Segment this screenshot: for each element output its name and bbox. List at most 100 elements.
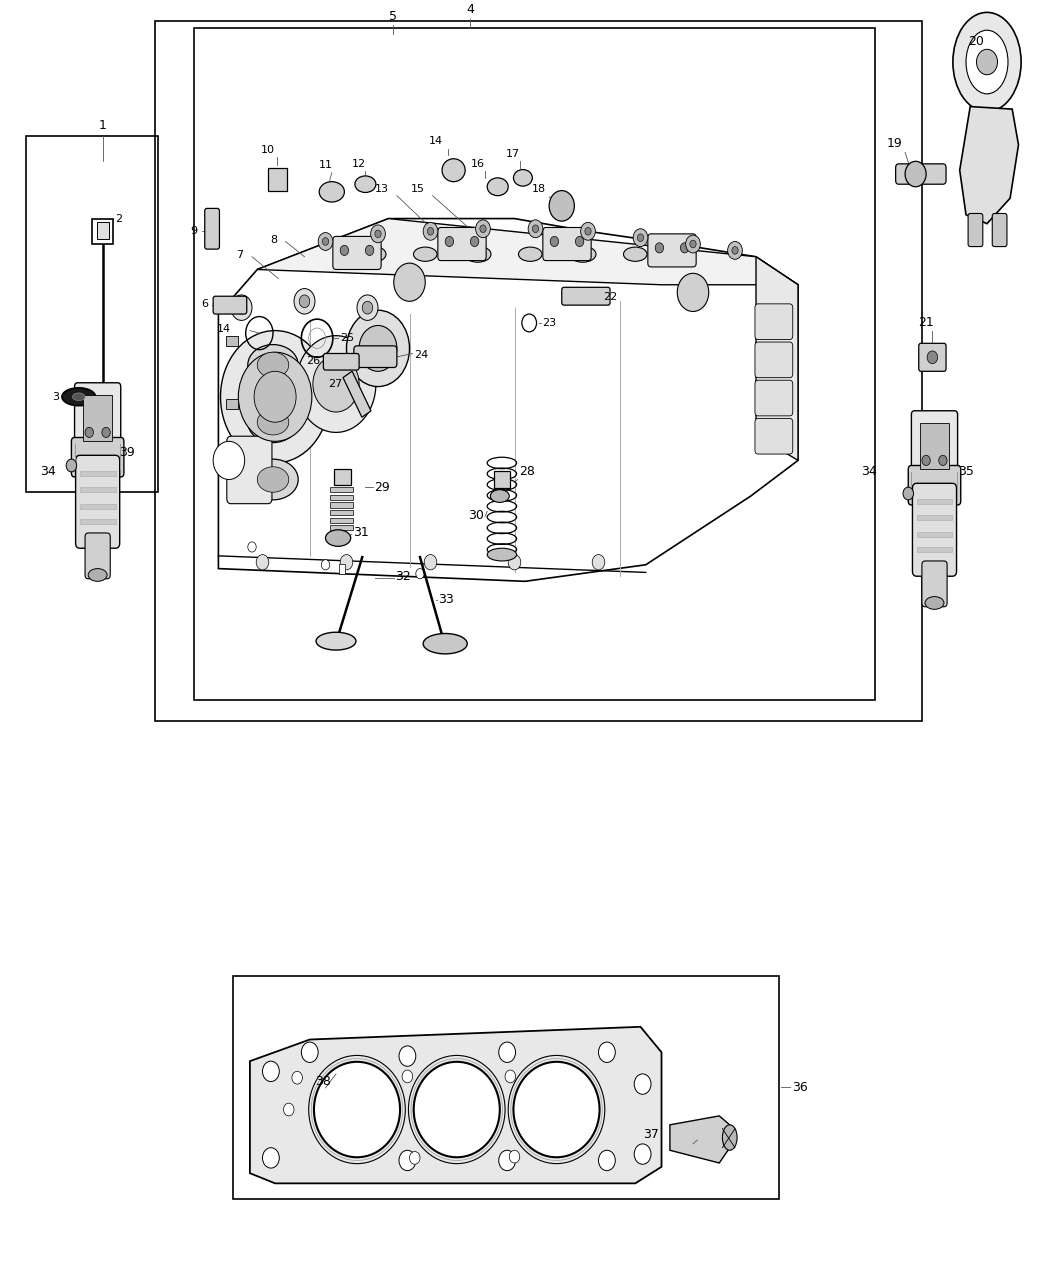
Circle shape [598,1150,615,1170]
Ellipse shape [257,352,289,377]
Text: 15: 15 [412,185,425,194]
Bar [80,519,116,524]
Ellipse shape [88,569,107,581]
Circle shape [340,245,349,255]
Circle shape [550,236,559,246]
FancyBboxPatch shape [354,346,397,367]
Bar [330,495,353,500]
Text: 37: 37 [643,1128,659,1141]
Bar [920,423,949,469]
FancyBboxPatch shape [755,303,793,339]
Circle shape [903,487,914,500]
Circle shape [299,295,310,307]
Circle shape [313,356,359,412]
Circle shape [927,351,938,363]
Bar [226,399,238,409]
Circle shape [236,301,247,314]
Circle shape [633,228,648,246]
Circle shape [362,301,373,314]
Text: 13: 13 [375,185,388,194]
FancyBboxPatch shape [227,436,272,504]
Circle shape [284,1103,294,1116]
Circle shape [634,1074,651,1094]
FancyBboxPatch shape [896,164,946,184]
FancyBboxPatch shape [912,483,957,576]
Circle shape [262,1148,279,1168]
Circle shape [102,427,110,437]
Circle shape [509,1150,520,1163]
Text: 6: 6 [201,298,208,309]
Ellipse shape [414,247,437,261]
Text: 17: 17 [505,149,520,159]
Circle shape [423,222,438,240]
Bar [334,469,351,484]
Circle shape [427,227,434,235]
Text: 34: 34 [861,465,877,478]
Text: 33: 33 [438,593,454,606]
Text: 26: 26 [307,356,320,366]
Ellipse shape [248,344,298,385]
Bar [330,525,353,530]
FancyBboxPatch shape [76,455,120,548]
Ellipse shape [257,409,289,435]
FancyBboxPatch shape [911,411,958,479]
Ellipse shape [423,634,467,654]
Circle shape [220,330,330,463]
Polygon shape [756,256,798,460]
Circle shape [238,352,312,441]
Ellipse shape [72,393,85,400]
Ellipse shape [62,388,96,405]
Bar [330,487,353,492]
Circle shape [321,560,330,570]
Circle shape [655,242,664,252]
Circle shape [581,222,595,240]
Circle shape [231,295,252,320]
Text: 12: 12 [352,159,366,168]
Bar [155,22,922,722]
Bar [494,470,510,488]
Ellipse shape [722,1125,737,1150]
Circle shape [424,555,437,570]
Text: 38: 38 [315,1075,331,1088]
Text: 1: 1 [99,119,107,133]
Circle shape [598,1042,615,1062]
Bar [338,564,344,574]
Circle shape [505,1070,516,1082]
Bar [268,168,287,190]
Ellipse shape [326,530,351,546]
Circle shape [292,1071,302,1084]
Ellipse shape [316,632,356,650]
Bar [343,371,371,417]
FancyBboxPatch shape [75,382,121,451]
Text: 27: 27 [328,379,342,389]
Circle shape [371,224,385,242]
Circle shape [402,1070,413,1082]
Bar [80,470,116,476]
Bar [26,136,158,492]
Polygon shape [670,1116,730,1163]
Circle shape [499,1150,516,1170]
FancyBboxPatch shape [919,343,946,371]
Circle shape [322,237,329,245]
FancyBboxPatch shape [543,227,591,260]
Bar [330,518,353,523]
FancyBboxPatch shape [562,287,610,305]
FancyBboxPatch shape [85,533,110,579]
Circle shape [939,455,947,465]
Text: 29: 29 [374,481,390,493]
Circle shape [416,569,424,579]
Circle shape [690,240,696,247]
Ellipse shape [248,459,298,500]
Circle shape [256,555,269,570]
Bar [233,975,779,1198]
FancyBboxPatch shape [205,208,219,249]
Circle shape [575,236,584,246]
Circle shape [340,555,353,570]
Bar [917,532,952,537]
Text: 24: 24 [414,349,428,360]
Text: 2: 2 [116,214,123,223]
Circle shape [357,295,378,320]
FancyBboxPatch shape [908,465,961,505]
Polygon shape [257,218,798,284]
Ellipse shape [487,548,517,561]
